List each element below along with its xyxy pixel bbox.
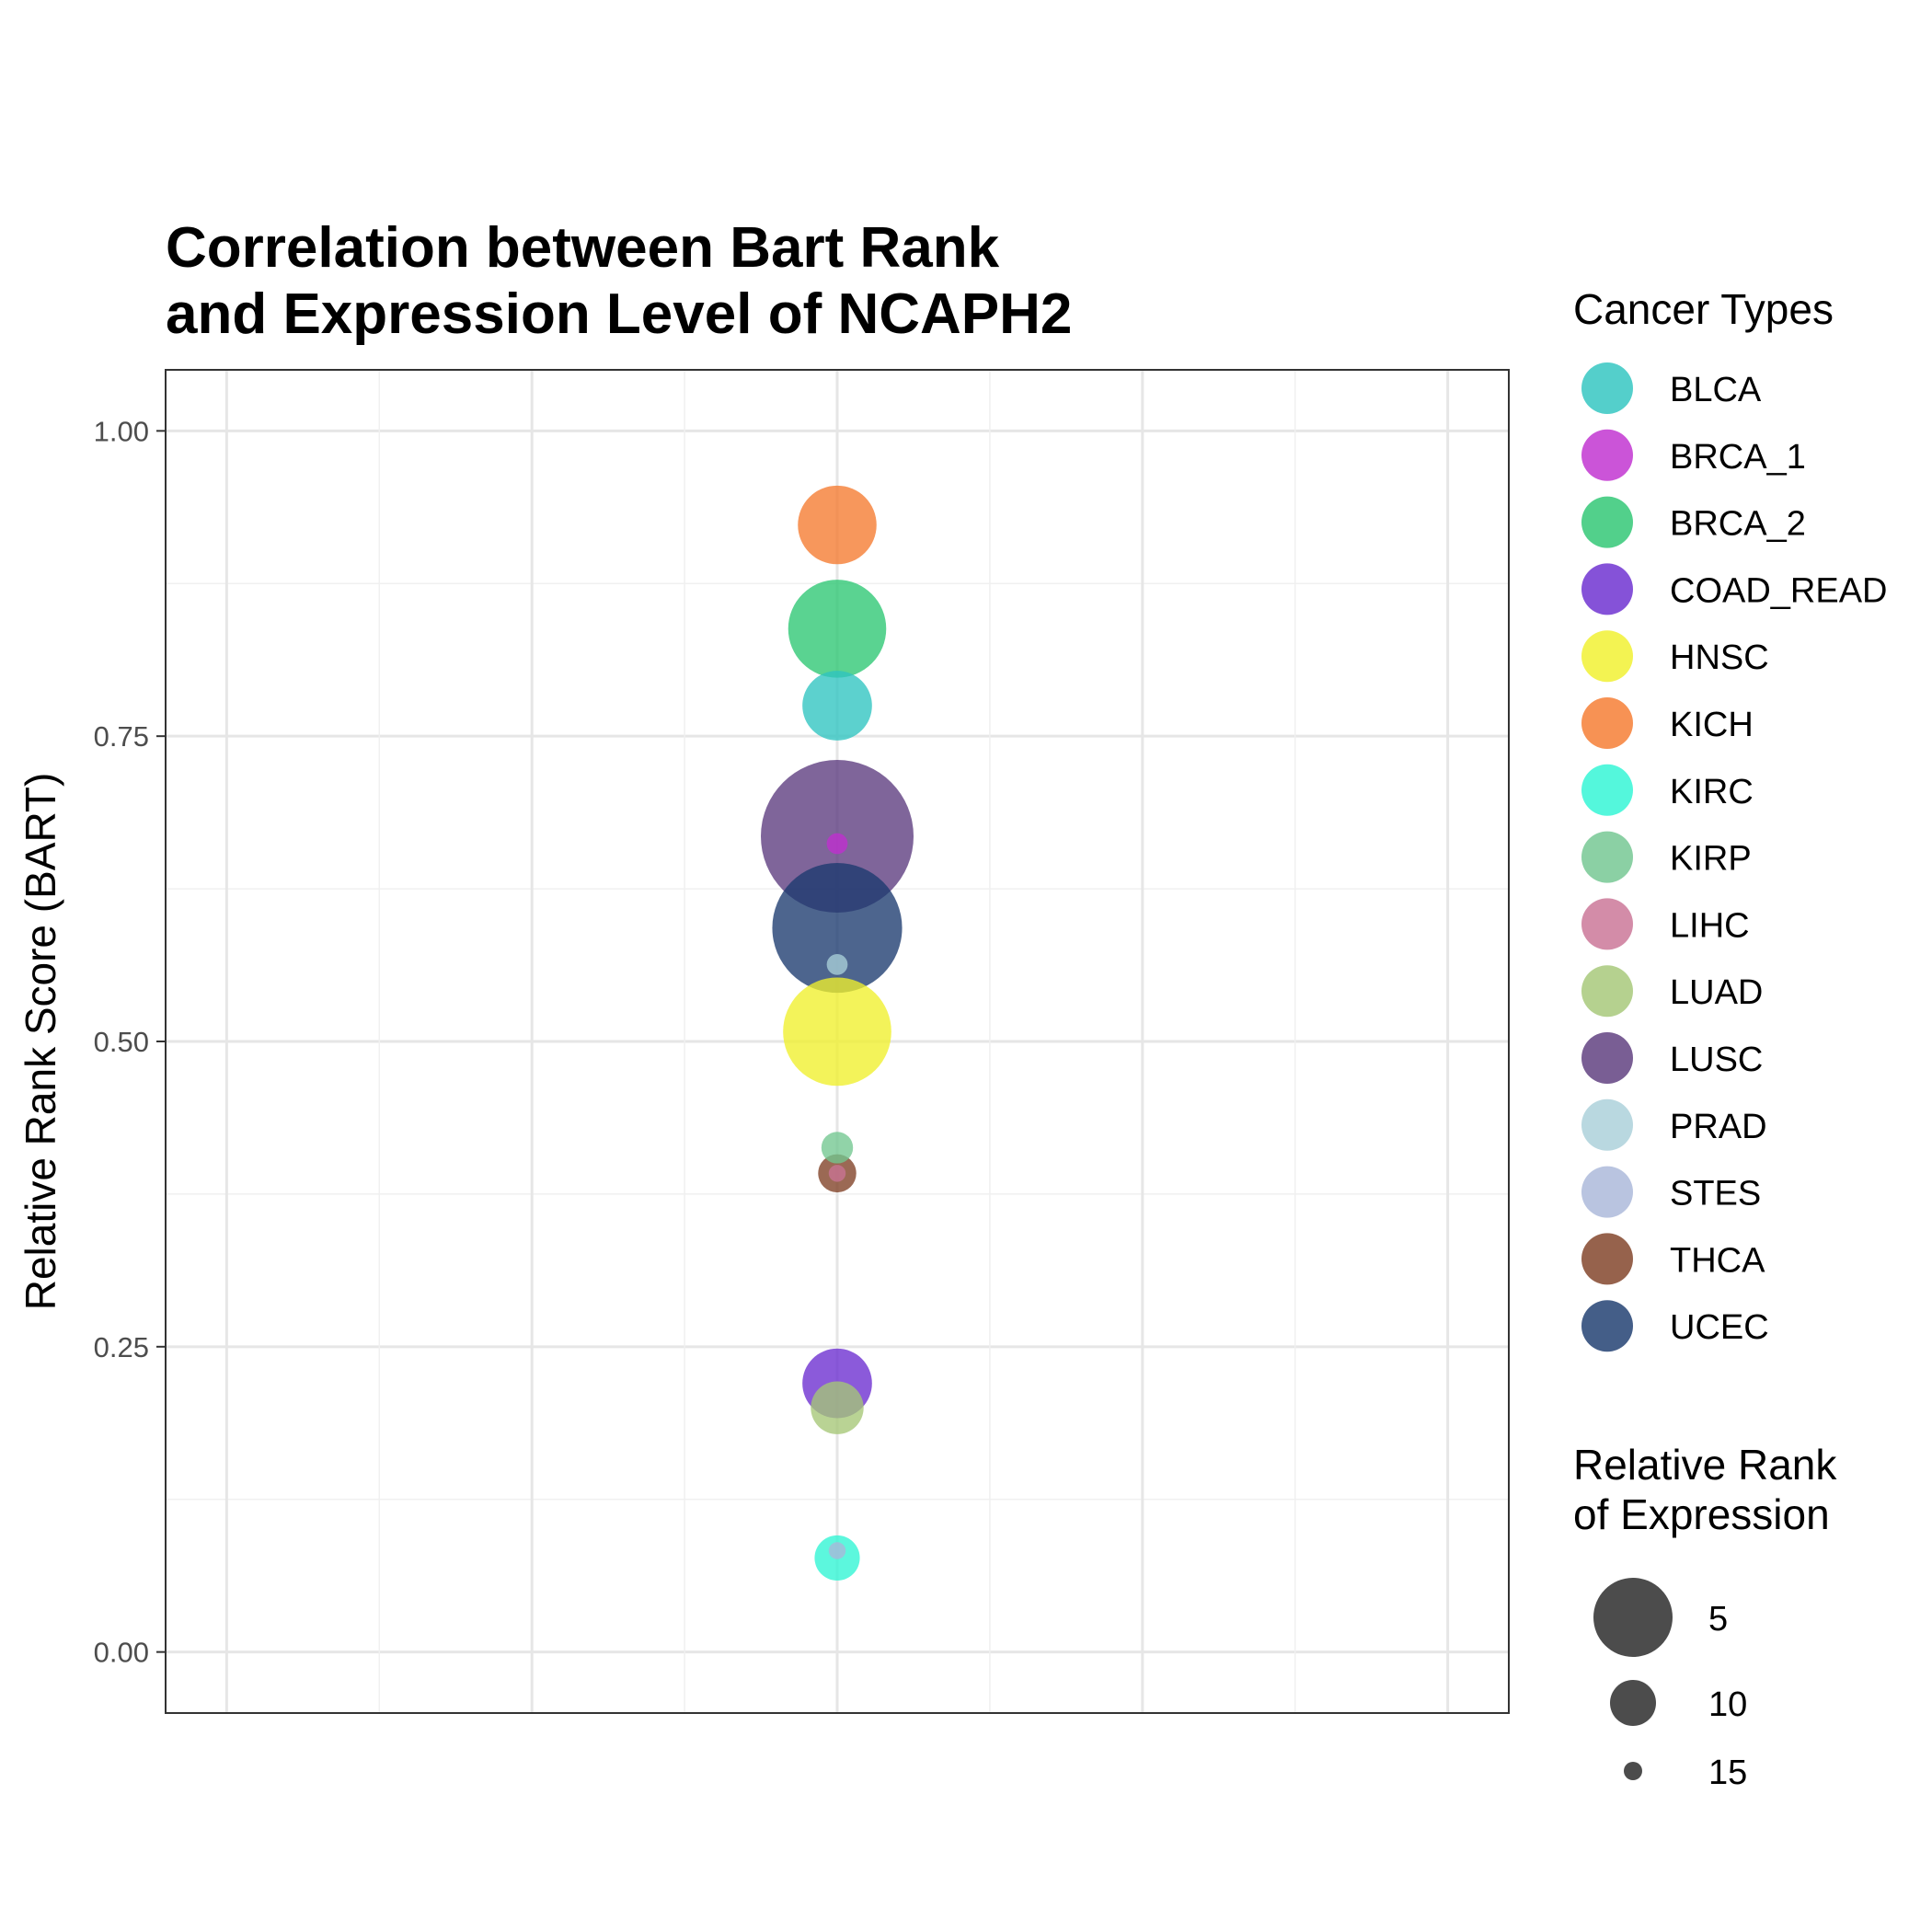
legend-key-prad — [1581, 1098, 1633, 1151]
legend-label-kich: KICH — [1670, 706, 1754, 744]
size-legend-label-5: 5 — [1708, 1600, 1728, 1639]
point-lihc — [828, 1165, 846, 1182]
legend-key-brca-2 — [1581, 496, 1633, 548]
chart-title-line-2: and Expression Level of NCAPH2 — [166, 282, 1072, 346]
legend-key-stes — [1581, 1166, 1633, 1218]
chart-title-line-1: Correlation between Bart Rank — [166, 216, 1000, 280]
point-brca-2 — [788, 580, 887, 678]
legend-label-luad: LUAD — [1670, 973, 1763, 1012]
data-points — [761, 485, 914, 1581]
point-blca — [802, 671, 872, 741]
color-legend: BLCA BRCA_1 BRCA_2 COAD_READ HNSC KICH KIRC KIR… — [1581, 362, 1888, 1352]
legend-key-lihc — [1581, 898, 1633, 950]
legend-label-brca-1: BRCA_1 — [1670, 438, 1806, 477]
legend-key-hnsc — [1581, 630, 1633, 683]
size-legend-title-line-2: of Expression — [1573, 1490, 1830, 1538]
legend-label-kirp: KIRP — [1670, 840, 1752, 879]
size-legend-title-line-1: Relative Rank — [1573, 1441, 1837, 1489]
legend-key-kirc — [1581, 764, 1633, 816]
legend-label-hnsc: HNSC — [1670, 638, 1769, 677]
legend-key-kich — [1581, 697, 1633, 749]
legend-label-brca-2: BRCA_2 — [1670, 505, 1806, 544]
legend-key-coad-read — [1581, 563, 1633, 615]
legend-key-thca — [1581, 1233, 1633, 1285]
point-brca-1 — [826, 833, 848, 855]
legend-label-stes: STES — [1670, 1175, 1761, 1213]
y-axis-label: Relative Rank Score (BART) — [17, 773, 64, 1311]
y-tick-label-3: 0.75 — [94, 720, 149, 753]
size-legend-key-15 — [1624, 1762, 1642, 1780]
y-axis-ticks: 0.00 0.25 0.50 0.75 1.00 — [94, 415, 166, 1669]
legend-label-prad: PRAD — [1670, 1108, 1767, 1146]
size-legend-key-10 — [1610, 1680, 1656, 1726]
legend-key-ucec — [1581, 1300, 1633, 1352]
legend-key-luad — [1581, 965, 1633, 1018]
point-luad — [811, 1381, 864, 1434]
point-hnsc — [783, 977, 891, 1087]
point-stes — [828, 1542, 846, 1559]
legend-label-kirc: KIRC — [1670, 773, 1754, 811]
point-prad — [826, 954, 848, 975]
y-tick-label-0: 0.00 — [94, 1637, 149, 1669]
legend-key-brca-1 — [1581, 429, 1633, 481]
legend-label-coad-read: COAD_READ — [1670, 571, 1888, 610]
legend-label-ucec: UCEC — [1670, 1308, 1769, 1347]
point-kirp — [821, 1132, 854, 1164]
legend-key-blca — [1581, 362, 1633, 414]
size-legend-label-10: 10 — [1708, 1685, 1747, 1724]
size-legend-key-5 — [1593, 1578, 1673, 1657]
point-kich — [798, 485, 877, 565]
legend-key-kirp — [1581, 831, 1633, 883]
legend-label-blca: BLCA — [1670, 371, 1762, 409]
y-tick-label-1: 0.25 — [94, 1331, 149, 1363]
size-legend-label-15: 15 — [1708, 1754, 1747, 1792]
y-tick-label-2: 0.50 — [94, 1026, 149, 1058]
y-tick-label-4: 1.00 — [94, 415, 149, 447]
legend-label-lusc: LUSC — [1670, 1041, 1763, 1079]
size-legend: 5 10 15 — [1593, 1578, 1747, 1792]
legend-key-lusc — [1581, 1032, 1633, 1084]
color-legend-title: Cancer Types — [1573, 285, 1834, 333]
legend-label-thca: THCA — [1670, 1241, 1765, 1280]
legend-label-lihc: LIHC — [1670, 906, 1750, 945]
point-ucec — [772, 863, 903, 994]
